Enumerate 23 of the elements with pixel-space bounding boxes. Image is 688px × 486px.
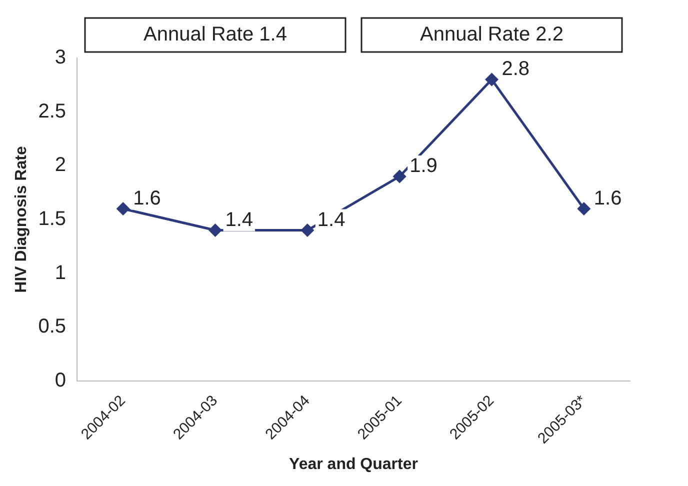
y-tick-label: 2 bbox=[54, 154, 66, 176]
point bbox=[116, 202, 130, 215]
y-tick-label: 0 bbox=[54, 370, 66, 392]
text: Annual Rate 1.4 bbox=[144, 24, 287, 46]
point bbox=[209, 224, 222, 237]
data-label: 2.8 bbox=[502, 58, 530, 80]
y-tick-label: 0.5 bbox=[38, 316, 66, 338]
point bbox=[393, 170, 406, 183]
data-label: 1.4 bbox=[317, 208, 346, 231]
data-label: 1.9 bbox=[410, 154, 438, 177]
y-axis-title: HIV Diagnosis Rate bbox=[13, 146, 30, 293]
data-label: 1.6 bbox=[594, 187, 622, 210]
y-tick-label: 1 bbox=[54, 262, 66, 284]
data-label: 1.6 bbox=[133, 187, 161, 210]
point bbox=[486, 73, 498, 86]
x-axis-title: Year and Quarter bbox=[289, 456, 418, 473]
point bbox=[301, 224, 314, 237]
text: Annual Rate 2.2 bbox=[420, 24, 564, 46]
y-tick-label: 1.5 bbox=[38, 208, 66, 230]
y-tick-label: 3 bbox=[54, 46, 66, 69]
point bbox=[578, 202, 590, 215]
y-tick-label: 2.5 bbox=[38, 100, 66, 122]
data-label: 1.4 bbox=[225, 208, 254, 231]
